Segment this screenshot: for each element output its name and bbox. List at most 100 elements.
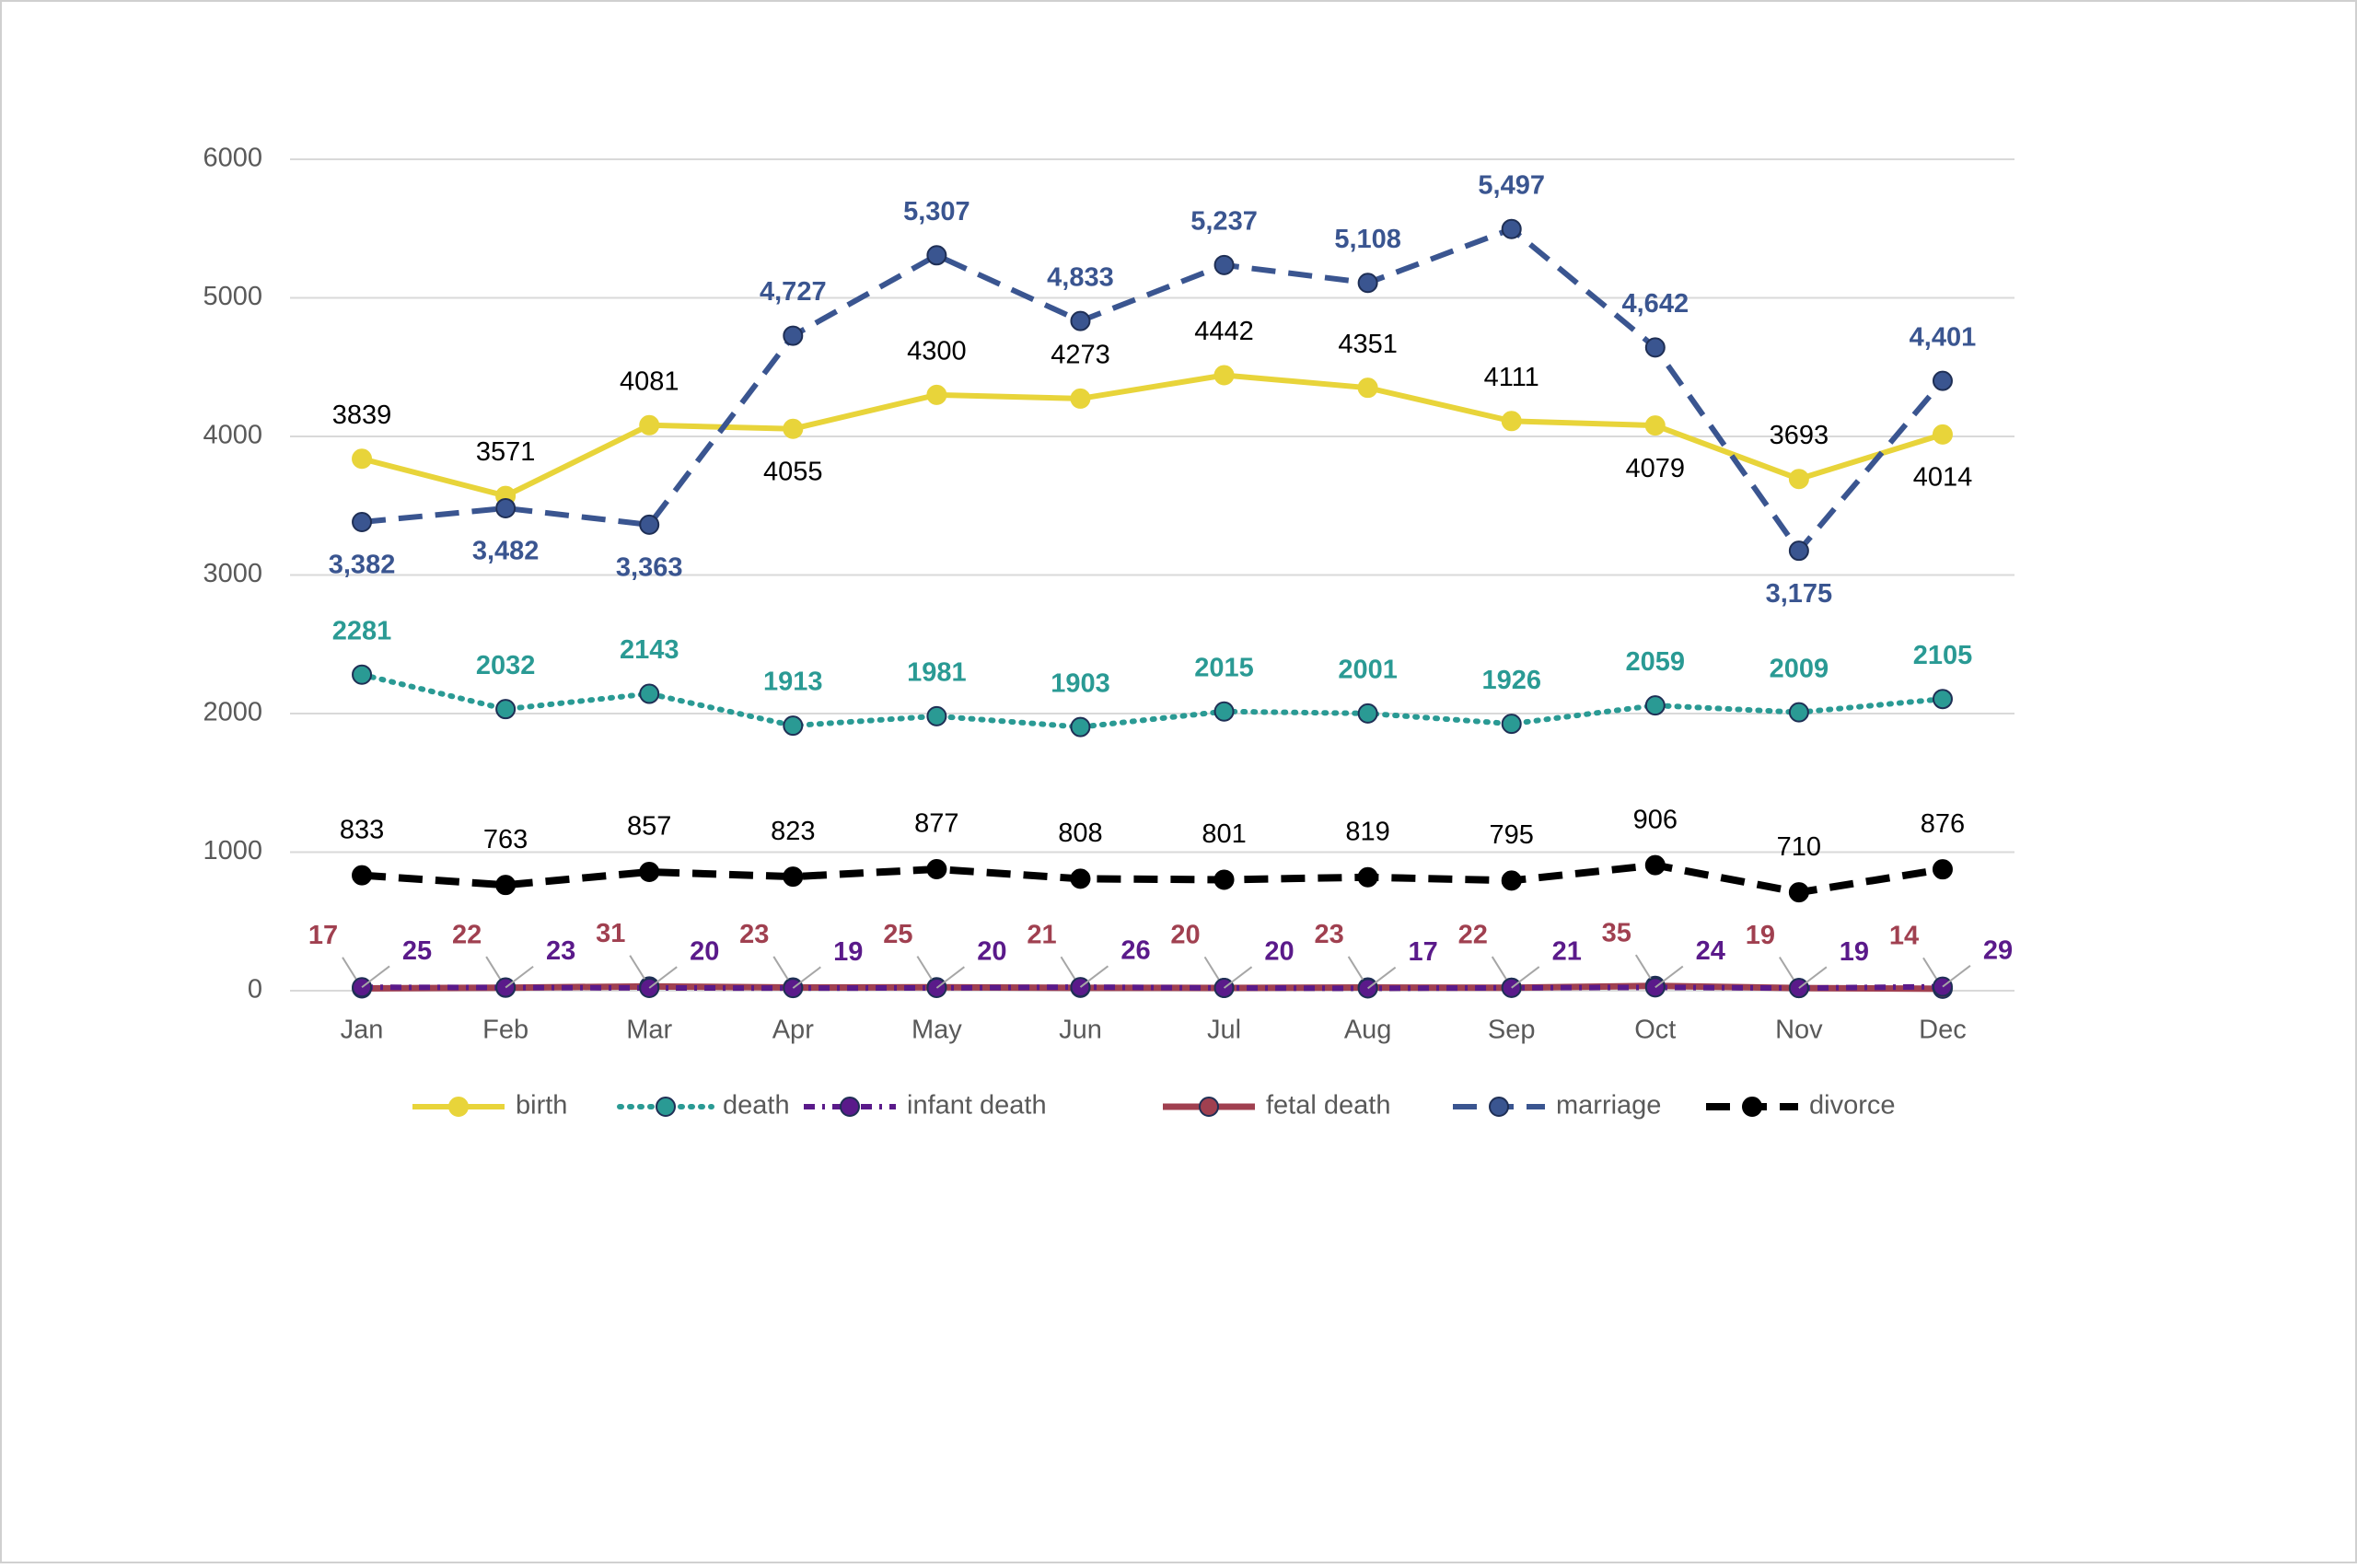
- x-tick-label: Mar: [626, 1016, 672, 1045]
- data-point: [1357, 377, 1378, 399]
- data-label: 4014: [1913, 463, 1973, 493]
- data-label: 19: [833, 937, 863, 967]
- leader-line: [1798, 966, 1828, 989]
- data-label: 5,497: [1478, 170, 1545, 200]
- x-tick-label: Apr: [772, 1016, 814, 1045]
- series-line: [361, 226, 1945, 556]
- data-label: 795: [1490, 820, 1534, 850]
- data-point: [639, 862, 660, 883]
- data-point: [639, 514, 660, 535]
- data-label: 35: [1602, 918, 1631, 947]
- x-tick-label: Feb: [482, 1016, 528, 1045]
- data-point: [1644, 415, 1666, 436]
- x-tick-label: Jun: [1059, 1016, 1102, 1045]
- data-label: 5,237: [1190, 206, 1258, 236]
- data-point: [1788, 540, 1809, 562]
- data-label: 3571: [476, 437, 536, 467]
- x-tick-label: Aug: [1344, 1016, 1392, 1045]
- data-point: [1213, 701, 1235, 722]
- series-line: [361, 372, 1944, 499]
- data-label: 2009: [1770, 654, 1829, 683]
- data-point: [352, 664, 373, 685]
- leader-line: [1223, 966, 1253, 989]
- data-label: 808: [1058, 819, 1102, 848]
- data-point: [1357, 703, 1378, 724]
- data-label: 20: [1170, 921, 1200, 950]
- data-point: [1501, 411, 1522, 432]
- data-label: 4442: [1194, 317, 1254, 346]
- data-label: 4,727: [760, 277, 827, 307]
- legend-marker: [1742, 1097, 1762, 1117]
- leader-line: [361, 965, 390, 989]
- data-label: 4300: [907, 337, 967, 366]
- data-label: 31: [596, 919, 625, 948]
- x-tick-label: Dec: [1919, 1016, 1967, 1045]
- data-label: 22: [1458, 920, 1488, 949]
- data-point: [1357, 866, 1378, 888]
- data-label: 29: [1983, 935, 2013, 965]
- data-label: 4,642: [1622, 289, 1689, 319]
- leader-line: [505, 965, 534, 989]
- legend-label: death: [723, 1091, 790, 1121]
- x-tick-label: Oct: [1634, 1016, 1676, 1045]
- data-label: 833: [340, 815, 384, 844]
- x-tick-label: Nov: [1775, 1016, 1823, 1045]
- data-label: 21: [1027, 920, 1056, 949]
- data-label: 24: [1696, 936, 1725, 966]
- data-point: [639, 414, 660, 436]
- legend-marker: [840, 1097, 860, 1117]
- data-label: 3,175: [1766, 579, 1833, 609]
- data-label: 23: [1314, 920, 1343, 949]
- data-label: 2105: [1913, 641, 1973, 670]
- x-tick-label: Jul: [1207, 1016, 1241, 1045]
- data-label: 2032: [476, 651, 536, 680]
- legend-marker: [656, 1097, 676, 1117]
- legend-marker: [1489, 1097, 1509, 1117]
- data-label: 5,108: [1334, 225, 1401, 254]
- data-point: [1788, 469, 1809, 490]
- data-label: 17: [1408, 937, 1437, 967]
- data-label: 823: [771, 817, 815, 846]
- leader-line: [935, 966, 965, 989]
- legend-label: infant death: [907, 1091, 1047, 1121]
- data-label: 3693: [1770, 421, 1829, 450]
- data-point: [1644, 854, 1666, 876]
- data-point: [1501, 714, 1522, 735]
- legend-marker: [448, 1097, 469, 1117]
- data-label: 876: [1921, 809, 1965, 839]
- data-label: 819: [1345, 817, 1389, 846]
- data-label: 26: [1120, 936, 1150, 966]
- legend-label: divorce: [1809, 1091, 1896, 1121]
- data-label: 19: [1840, 937, 1869, 967]
- data-label: 21: [1552, 936, 1582, 966]
- x-tick-label: May: [911, 1016, 962, 1045]
- data-label: 20: [977, 937, 1006, 967]
- data-label: 4111: [1484, 363, 1539, 392]
- data-point: [926, 859, 947, 880]
- data-label: 4351: [1338, 330, 1398, 359]
- y-tick-label: 1000: [203, 836, 262, 865]
- data-point: [783, 325, 804, 346]
- data-point: [1070, 310, 1091, 331]
- data-point: [783, 866, 804, 888]
- y-tick-label: 4000: [203, 421, 262, 450]
- data-point: [1788, 702, 1809, 723]
- data-label: 2143: [620, 635, 679, 665]
- data-point: [1501, 218, 1522, 239]
- data-point: [1932, 859, 1953, 880]
- data-label: 23: [546, 936, 575, 966]
- data-label: 906: [1633, 805, 1678, 834]
- data-label: 4055: [763, 457, 823, 486]
- y-tick-label: 6000: [203, 144, 262, 173]
- leader-line: [1367, 966, 1397, 990]
- data-point: [1070, 716, 1091, 738]
- data-label: 25: [883, 920, 912, 949]
- data-point: [1213, 869, 1235, 890]
- data-label: 14: [1889, 922, 1919, 951]
- data-label: 1981: [907, 658, 967, 688]
- legend-label: marriage: [1556, 1091, 1661, 1121]
- data-point: [1070, 868, 1091, 889]
- data-point: [1501, 870, 1522, 891]
